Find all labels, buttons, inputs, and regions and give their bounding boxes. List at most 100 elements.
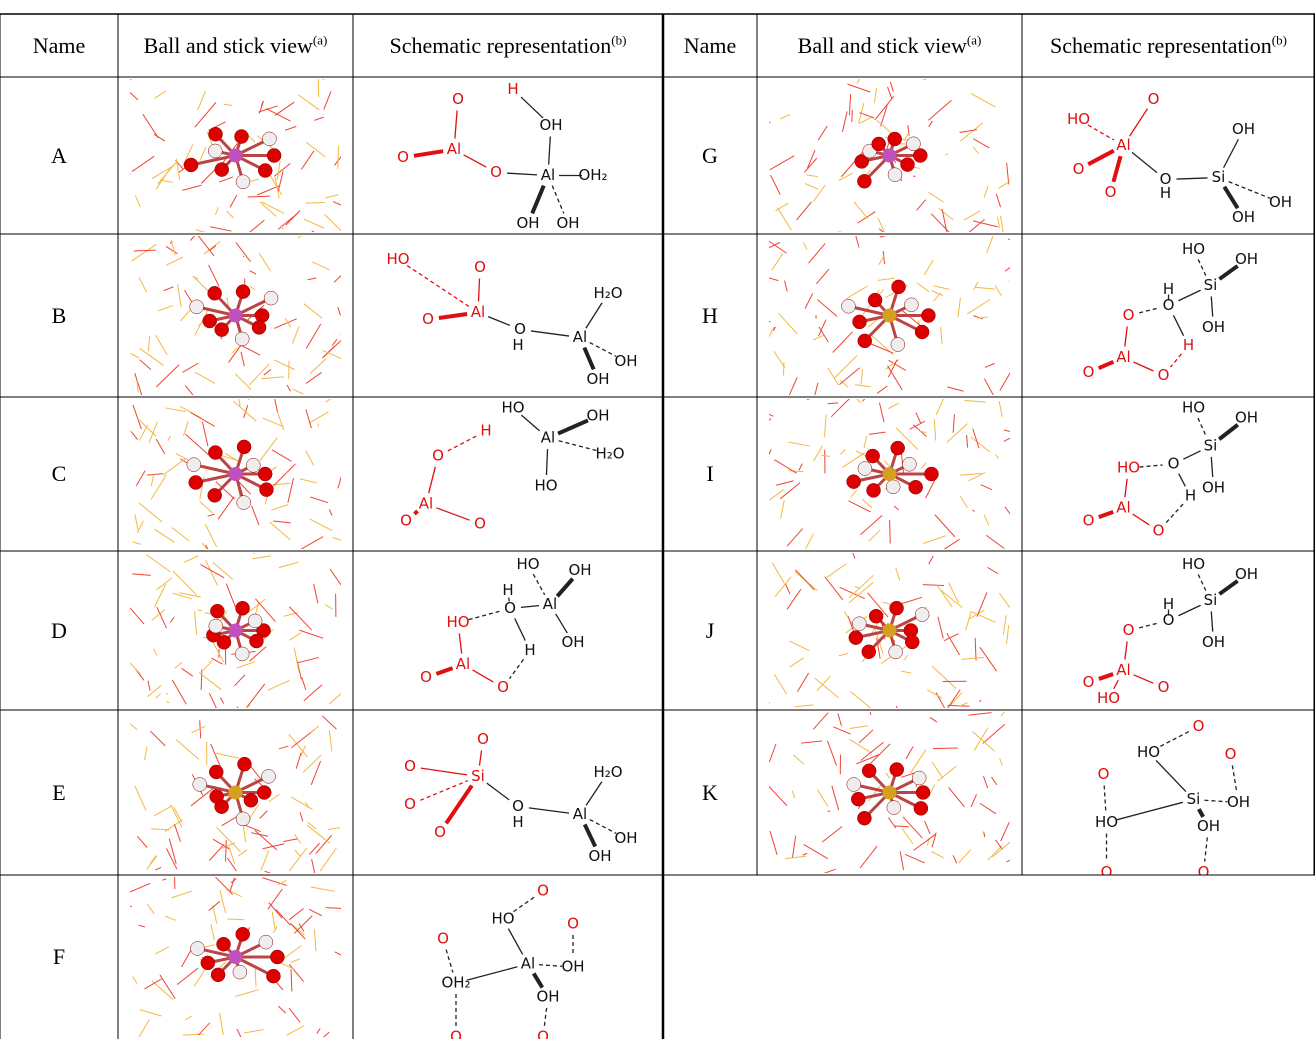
framework-bond <box>216 827 241 852</box>
framework-bond <box>307 821 317 830</box>
framework-bond <box>964 210 981 221</box>
row-name: A <box>0 77 118 234</box>
framework-bond <box>923 259 934 276</box>
schematic-label: H <box>512 336 523 354</box>
schematic-bond <box>1204 837 1208 862</box>
schematic-label: H₂O <box>595 445 624 463</box>
framework-bond <box>332 201 341 206</box>
framework-bond <box>146 903 155 915</box>
framework-bond <box>902 816 923 839</box>
framework-bond <box>289 632 302 641</box>
framework-bond <box>199 501 213 514</box>
schematic-label: O <box>504 599 516 617</box>
framework-bond <box>194 371 216 384</box>
framework-bond <box>878 228 884 232</box>
framework-bond <box>317 423 320 427</box>
framework-bond <box>276 160 281 180</box>
framework-bond <box>974 637 977 661</box>
framework-bond <box>153 133 166 142</box>
schematic-label: Al <box>541 429 555 447</box>
atom <box>216 635 232 650</box>
central-atom <box>228 785 243 800</box>
schematic-bond <box>555 577 575 598</box>
schematic-label: O <box>490 163 502 181</box>
framework-bond <box>997 217 1000 229</box>
atom <box>200 955 216 971</box>
framework-bond <box>968 218 985 232</box>
schematic-bond <box>555 613 568 634</box>
framework-bond <box>780 499 785 519</box>
framework-bond <box>991 776 998 786</box>
framework-bond <box>788 470 804 473</box>
framework-bond <box>773 674 788 695</box>
framework-bond <box>219 889 227 913</box>
framework-bond <box>315 834 333 855</box>
framework-bond <box>300 536 324 549</box>
framework-bond <box>212 562 234 580</box>
schematic-label: Si <box>1204 437 1218 455</box>
framework-bond <box>238 399 241 407</box>
atom <box>852 314 867 330</box>
schematic-bond <box>511 896 535 914</box>
schematic-bond <box>507 928 524 955</box>
framework-bond <box>208 844 225 861</box>
framework-bond <box>162 457 187 476</box>
schematic-bond <box>1210 611 1214 632</box>
framework-bond <box>816 789 829 807</box>
framework-bond <box>961 656 984 660</box>
schematic-label: HO <box>1182 240 1205 258</box>
framework-bond <box>269 175 283 196</box>
atom <box>208 143 223 159</box>
schematic-bond <box>1218 579 1239 596</box>
schematic-bond <box>438 312 468 320</box>
framework-bond <box>153 583 167 608</box>
framework-bond <box>286 384 292 392</box>
schematic-label: H <box>502 581 513 599</box>
schematic-label: O <box>1225 745 1237 763</box>
framework-bond <box>998 592 1010 609</box>
framework-bond <box>851 109 853 123</box>
schematic-bond <box>1197 259 1207 276</box>
framework-bond <box>321 339 341 359</box>
schematic-bond <box>1231 765 1238 792</box>
framework-bond <box>184 385 194 395</box>
framework-bond <box>964 400 986 403</box>
framework-bond <box>314 116 324 121</box>
framework-bond <box>210 743 222 769</box>
framework-bond <box>901 772 916 778</box>
framework-bond <box>974 286 995 290</box>
framework-bond <box>303 684 323 702</box>
framework-bond <box>813 184 826 202</box>
framework-bond <box>133 249 156 252</box>
schematic-bond <box>1176 177 1208 180</box>
framework-bond <box>175 739 200 760</box>
framework-bond <box>136 835 148 848</box>
schematic-bond <box>413 149 444 158</box>
schematic-label: OH <box>1197 817 1220 835</box>
framework-bond <box>862 399 866 402</box>
framework-bond <box>276 411 285 431</box>
framework-bond <box>972 428 980 449</box>
schematic-label: O <box>400 512 412 530</box>
schematic-bond <box>551 185 565 214</box>
framework-bond <box>856 399 862 404</box>
framework-bond <box>165 407 186 413</box>
framework-bond <box>919 430 927 434</box>
framework-bond <box>301 677 307 690</box>
framework-bond <box>247 195 270 198</box>
schematic-label: O <box>434 823 446 841</box>
atom <box>210 967 226 983</box>
framework-bond <box>190 786 216 807</box>
framework-bond <box>1007 238 1010 241</box>
framework-bond <box>815 268 830 285</box>
framework-bond <box>972 509 975 512</box>
framework-bond <box>785 583 791 595</box>
schematic-label: OH <box>1235 250 1258 268</box>
framework-bond <box>254 968 257 987</box>
framework-bond <box>1000 821 1010 842</box>
row-name: I <box>706 461 714 487</box>
framework-bond <box>130 882 151 893</box>
framework-bond <box>316 1028 321 1034</box>
framework-bond <box>769 785 788 806</box>
schematic-bond <box>545 448 549 476</box>
